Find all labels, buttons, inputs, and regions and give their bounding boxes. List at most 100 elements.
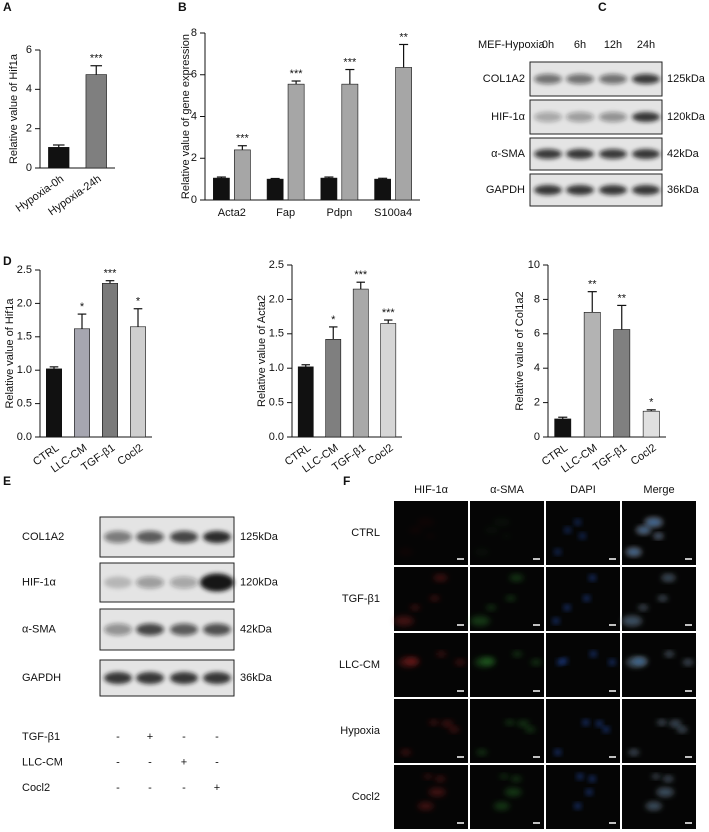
y-tick-label: 2.0 [17,297,32,309]
cell-signal [676,726,688,733]
blot-band [599,74,627,84]
significance-label: *** [343,56,357,68]
row-label: Cocl2 [352,791,380,803]
cell-signal [603,727,610,733]
y-tick-label: 0.0 [17,431,32,443]
panel-letter: A [3,0,12,14]
column-label: Merge [643,484,674,496]
significance-label: *** [104,268,118,280]
significance-label: * [136,296,141,308]
blot-band [170,623,198,636]
size-label: 36kDa [667,184,700,196]
panel-letter: F [343,474,350,488]
blot-band [136,576,164,589]
cell-signal [657,595,668,601]
cell-signal [416,517,435,527]
y-tick-label: 4 [191,110,197,122]
significance-label: ** [399,31,408,43]
micrograph [394,765,468,829]
significance-label: *** [382,307,396,319]
bar [45,368,62,438]
cell-signal [436,651,447,657]
column-label: DAPI [570,484,596,496]
size-label: 120kDa [240,576,279,588]
y-tick-label: 2.5 [17,264,32,276]
cell-signal [651,774,661,779]
y-tick-label: 0.0 [269,431,284,443]
row-label: TGF-β1 [342,593,380,605]
bar [233,149,251,201]
cell-signal [448,726,460,733]
y-tick-label: 4 [26,83,32,95]
cell-signal [481,657,496,665]
protein-label: α-SMA [491,148,526,160]
y-tick-label: 0.5 [269,397,284,409]
treatment-sign: - [182,731,186,743]
y-tick-label: 1.5 [269,328,284,340]
cell-signal [394,616,414,626]
protein-label: COL1A2 [22,531,64,543]
bar [74,328,91,438]
treatment-sign: - [116,756,120,768]
y-tick-label: 0 [26,162,32,174]
significance-label: ** [588,279,597,291]
cell-signal [579,533,586,539]
treatment-label: Cocl2 [22,782,50,794]
cell-signal [590,651,597,657]
protein-label: HIF-1α [22,576,57,588]
cell-signal [564,605,571,611]
treatment-sign: - [116,782,120,794]
lane-label: 0h [542,39,554,51]
cell-signal [517,720,530,727]
cell-signal [554,749,561,755]
bar [395,67,412,201]
y-tick-label: 0.5 [17,398,32,410]
cell-signal [428,787,446,797]
cell-signal [524,726,536,733]
cell-signal [492,517,511,527]
cell-signal [493,802,510,810]
x-tick-label: Cocl2 [629,442,659,468]
cell-signal [586,789,593,795]
cell-signal [582,720,589,726]
blot-band [136,531,164,543]
cell-signal [653,533,664,539]
bar [325,339,342,438]
cell-signal [499,774,509,779]
cell-signal [470,616,490,626]
bar [642,410,660,438]
blot-band [136,672,164,684]
bar [613,329,631,438]
cell-signal [633,657,648,665]
x-tick-label: S100a4 [374,207,412,219]
panel-letter: C [598,0,607,14]
x-tick-label: Cocl2 [115,442,145,468]
size-label: 36kDa [240,672,273,684]
blot-band [632,74,660,84]
cell-signal [433,574,448,582]
significance-label: *** [290,68,304,80]
cell-signal [504,720,515,725]
bar [48,147,70,169]
row-label: Hypoxia [340,725,381,737]
cell-signal [410,605,421,611]
blot-band [200,573,234,592]
treatment-sign: - [182,782,186,794]
cell-signal [596,721,603,727]
cell-signal [628,749,640,756]
significance-label: *** [90,53,104,65]
cell-signal [656,720,667,725]
cell-signal [644,517,663,527]
x-tick-label: Cocl2 [366,442,396,468]
cell-signal [656,787,674,797]
protein-label: HIF-1α [491,111,526,123]
row-label: CTRL [351,527,380,539]
cell-signal [669,720,682,727]
cell-signal [400,749,412,756]
cell-signal [574,803,581,809]
blot-band [104,576,132,589]
cell-signal [664,651,675,657]
treatment-sign: - [116,731,120,743]
lane-label: 24h [637,39,655,51]
